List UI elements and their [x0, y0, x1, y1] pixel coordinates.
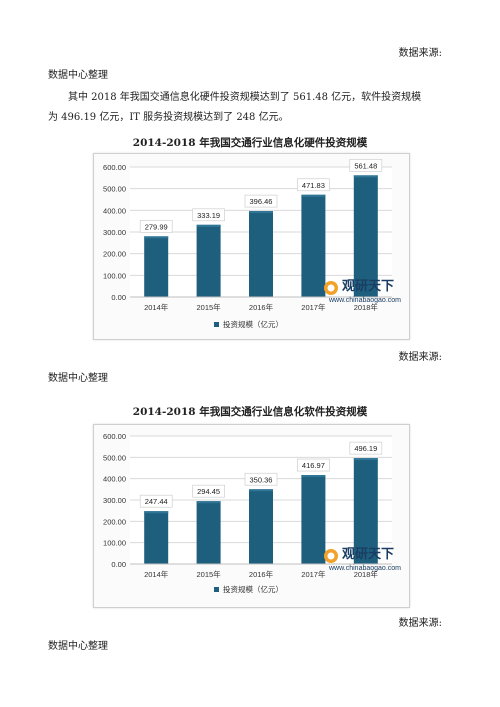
data-label: 333.19	[197, 211, 220, 220]
x-tick-label: 2018年	[354, 302, 379, 312]
y-tick-label: 200.00	[103, 517, 126, 526]
bar-top-highlight	[301, 194, 326, 197]
source-org: 数据中心整理	[48, 373, 108, 384]
data-label-box	[139, 494, 173, 508]
x-tick-label: 2015年	[197, 569, 222, 579]
data-label-box	[297, 178, 330, 192]
bar-top-highlight	[144, 511, 169, 514]
data-label-box	[349, 441, 383, 455]
data-label: 279.99	[145, 222, 168, 231]
bar	[196, 224, 221, 297]
source-label: 数据来源:	[398, 352, 442, 363]
y-tick-label: 400.00	[103, 206, 126, 215]
x-tick-label: 2014年	[144, 302, 169, 312]
x-tick-label: 2017年	[301, 569, 326, 579]
data-label-box	[192, 208, 225, 222]
y-tick-label: 100.00	[103, 271, 126, 280]
legend-label: 投资规模（亿元）	[223, 584, 283, 594]
x-tick-label: 2018年	[354, 569, 379, 579]
data-label: 247.44	[145, 497, 168, 506]
watermark-brand: 观研天下	[342, 278, 394, 293]
watermark-url: www.chinabaogao.com	[328, 565, 401, 572]
data-label-box	[349, 158, 383, 172]
legend-label: 投资规模（亿元）	[223, 319, 283, 329]
bar-top-highlight	[144, 236, 169, 239]
bar-top-highlight	[301, 475, 326, 478]
bar	[249, 211, 273, 297]
data-label: 350.36	[250, 475, 273, 484]
bar	[249, 489, 273, 564]
chart-hardware-svg: 0.00 100.00 200.00 300.00 400.00 500.00 600.00…	[103, 158, 401, 329]
watermark-brand: 观研天下	[342, 546, 394, 561]
data-label-box	[244, 472, 278, 486]
chart-software: 0.00 100.00 200.00 300.00 400.00 500.00 600.00…	[93, 424, 410, 608]
bar	[353, 458, 378, 564]
chart-title-software: 2014-2018 年我国交通行业信息化软件投资规模	[132, 406, 368, 418]
chart-title-hardware: 2014-2018 年我国交通行业信息化硬件投资规模	[132, 137, 368, 149]
data-label: 471.83	[302, 181, 325, 190]
bar-top-highlight	[353, 175, 378, 178]
data-label-box	[297, 458, 330, 472]
source-label: 数据来源:	[398, 48, 442, 59]
bar	[301, 194, 326, 297]
y-tick-label: 0.00	[111, 560, 126, 569]
y-tick-label: 0.00	[111, 293, 126, 302]
watermark-logo-icon-inner	[327, 284, 335, 292]
x-tick-label: 2014年	[144, 569, 169, 579]
bar	[144, 511, 169, 564]
body-paragraph-line1: 其中 2018 年我国交通信息化硬件投资规模达到了 561.48 亿元，软件投资…	[68, 92, 422, 103]
data-label: 294.45	[197, 487, 220, 496]
y-tick-label: 200.00	[103, 250, 126, 259]
source-label: 数据来源:	[398, 618, 442, 629]
data-label: 416.97	[302, 461, 325, 470]
bar-top-highlight	[196, 501, 221, 504]
source-org: 数据中心整理	[48, 641, 108, 652]
y-tick-label: 300.00	[103, 496, 126, 505]
chart-software-svg: 0.00 100.00 200.00 300.00 400.00 500.00 600.00…	[103, 432, 401, 594]
bar-top-highlight	[353, 458, 378, 461]
x-tick-label: 2015年	[197, 302, 222, 312]
data-label-box	[192, 484, 225, 498]
y-tick-label: 500.00	[103, 185, 126, 194]
bar-top-highlight	[249, 489, 273, 492]
bar	[301, 475, 326, 564]
data-label-box	[244, 194, 278, 208]
data-label: 561.48	[354, 161, 377, 170]
legend-swatch	[214, 322, 219, 327]
data-label-box	[139, 219, 173, 233]
y-tick-label: 400.00	[103, 475, 126, 484]
legend-swatch	[214, 587, 219, 592]
data-label: 496.19	[354, 444, 377, 453]
y-tick-label: 600.00	[103, 163, 126, 172]
bar	[196, 501, 221, 564]
source-org: 数据中心整理	[48, 70, 108, 81]
x-tick-label: 2016年	[249, 302, 274, 312]
y-tick-label: 600.00	[103, 432, 126, 441]
x-tick-label: 2016年	[249, 569, 274, 579]
y-tick-label: 500.00	[103, 453, 126, 462]
x-tick-label: 2017年	[301, 302, 326, 312]
y-tick-label: 300.00	[103, 228, 126, 237]
watermark-url: www.chinabaogao.com	[328, 297, 401, 304]
bar-top-highlight	[196, 224, 221, 227]
bar	[144, 236, 169, 297]
chart-hardware: 0.00 100.00 200.00 300.00 400.00 500.00 600.00…	[93, 153, 410, 340]
bar	[353, 175, 378, 297]
body-paragraph-line2: 为 496.19 亿元，IT 服务投资规模达到了 248 亿元。	[48, 112, 289, 123]
bar-top-highlight	[249, 211, 273, 214]
y-tick-label: 100.00	[103, 539, 126, 548]
watermark-logo-icon-inner	[327, 552, 335, 560]
data-label: 396.46	[250, 197, 273, 206]
